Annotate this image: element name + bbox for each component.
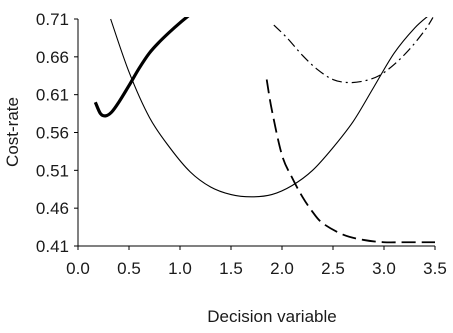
x-tick-label: 1.0 [168, 259, 192, 278]
x-tick-label: 0.5 [117, 259, 141, 278]
y-axis-label: Cost-rate [3, 97, 22, 167]
y-tick-label: 0.41 [36, 237, 69, 256]
series-line-dashed [265, 79, 435, 244]
x-tick-label: 2.0 [270, 259, 294, 278]
x-tick-label: 0.0 [66, 259, 90, 278]
y-axis: 0.71 0.66 0.61 0.56 0.51 0.46 0.41 [36, 10, 79, 256]
plot-area [93, 17, 435, 244]
x-axis-label: Decision variable [207, 307, 336, 326]
x-tick-label: 2.5 [321, 259, 345, 278]
y-tick-label: 0.66 [36, 48, 69, 67]
y-tick-label: 0.71 [36, 10, 69, 29]
x-tick-label: 1.5 [219, 259, 243, 278]
x-axis: 0.0 0.5 1.0 1.5 2.0 2.5 3.0 3.5 [66, 245, 447, 278]
x-tick-label: 3.5 [423, 259, 447, 278]
y-tick-label: 0.51 [36, 161, 69, 180]
y-tick-label: 0.61 [36, 86, 69, 105]
series-line-thick-solid [93, 17, 190, 118]
series-line-dash-dot [273, 17, 434, 84]
y-tick-label: 0.46 [36, 199, 69, 218]
x-tick-label: 3.0 [372, 259, 396, 278]
series-line-thin-solid [110, 17, 428, 198]
y-tick-label: 0.56 [36, 124, 69, 143]
